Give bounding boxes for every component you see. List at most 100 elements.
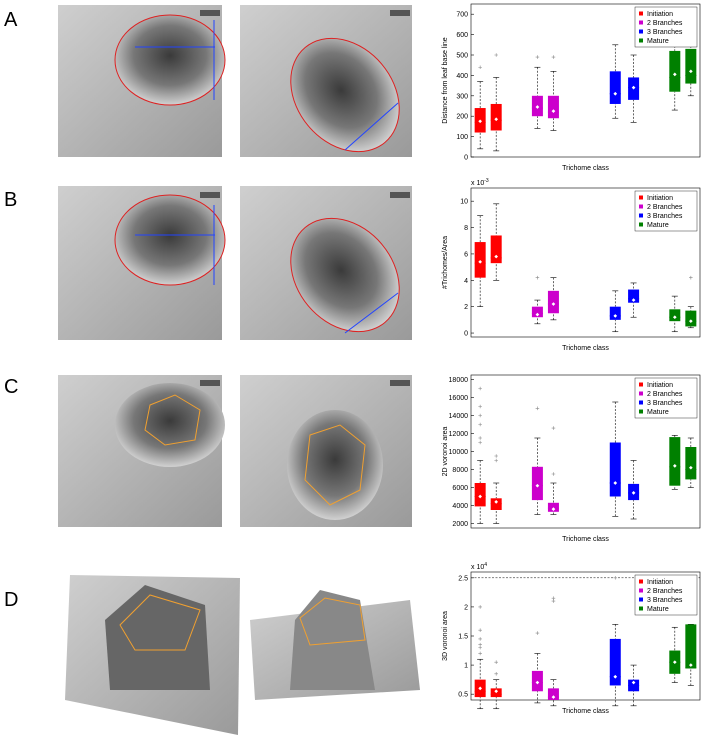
legend-swatch (639, 11, 643, 16)
outlier (551, 426, 556, 430)
legend-label: Mature (647, 409, 669, 416)
mean-marker (478, 686, 482, 691)
mean-marker (478, 260, 482, 264)
y-scale-base: x 10 (471, 180, 484, 187)
y-tick-label: 6 (464, 251, 468, 258)
mean-marker (689, 69, 693, 74)
mean-marker (672, 464, 677, 468)
outlier (535, 631, 540, 635)
voronoi (144, 394, 201, 446)
y-tick-label: 4000 (452, 503, 468, 510)
y-scale-exponent: 4 (484, 562, 487, 568)
y-tick-label: 300 (456, 93, 468, 100)
legend-label: Mature (647, 606, 669, 613)
leaf (290, 37, 400, 153)
y-tick-label: 1.5 (458, 634, 468, 641)
mean-marker (494, 254, 499, 259)
box (490, 235, 502, 264)
y-tick-label: 14000 (449, 413, 469, 420)
legend-swatch (639, 20, 643, 25)
box (669, 309, 681, 322)
outlier (689, 275, 693, 280)
y-axis-label: Distance from leaf base line (442, 37, 449, 123)
outlier (551, 472, 556, 476)
y-tick-label: 400 (456, 73, 468, 80)
outlier (478, 642, 482, 647)
legend-swatch (639, 195, 643, 200)
legend-swatch (639, 579, 643, 584)
legend-swatch (639, 382, 643, 387)
leaf (114, 14, 226, 106)
y-scale-exponent: -3 (484, 178, 489, 184)
mean-marker (551, 302, 556, 306)
legend-swatch (639, 222, 643, 227)
legend-label: 2 Branches (647, 391, 683, 398)
legend-swatch (639, 38, 643, 43)
legend-swatch (639, 597, 643, 602)
legend-swatch (639, 400, 643, 405)
legend-label: 3 Branches (647, 29, 683, 36)
outlier (478, 637, 482, 641)
y-tick-label: 16000 (449, 395, 469, 402)
legend-box (634, 6, 698, 48)
outlier (478, 628, 482, 632)
outlier (478, 605, 482, 609)
outlier (535, 275, 540, 280)
box (685, 447, 697, 480)
legend-label: Initiation (647, 11, 673, 18)
leaf (114, 194, 226, 286)
x-axis-label: Trichome class (562, 708, 609, 715)
x-axis-label: Trichome class (562, 536, 609, 543)
leaf (287, 410, 383, 520)
mean-marker (672, 315, 677, 320)
legend-box (634, 377, 698, 419)
outlier (494, 454, 498, 458)
outlier (494, 53, 498, 57)
panel-label: C (4, 376, 18, 398)
legend-label: 3 Branches (647, 400, 683, 407)
legend-label: 3 Branches (647, 213, 683, 220)
box (609, 71, 621, 104)
outlier (478, 386, 482, 391)
mean-marker (689, 465, 693, 470)
y-axis-label: 3D voronoi area (442, 611, 449, 661)
voronoi (119, 594, 201, 651)
legend-swatch (639, 213, 643, 218)
outlier (494, 672, 498, 676)
outlier (613, 576, 618, 580)
mean-marker (478, 494, 482, 499)
mean-marker (631, 298, 636, 302)
box (547, 688, 559, 700)
legend-label: Initiation (647, 382, 673, 389)
mean-marker (631, 680, 636, 685)
mean-marker (631, 85, 636, 90)
legend-label: Mature (647, 38, 669, 45)
y-scale-label: x 10-3 (471, 178, 489, 187)
outlier (535, 55, 540, 59)
legend-box (634, 574, 698, 616)
legend-label: Mature (647, 222, 669, 229)
scale-bar (200, 192, 220, 198)
y-scale-base: x 10 (471, 564, 484, 571)
y-tick-label: 0.5 (458, 692, 468, 699)
box (628, 289, 640, 303)
voronoi (304, 424, 366, 506)
leaf (115, 383, 225, 467)
box (685, 310, 697, 327)
box (609, 306, 621, 320)
outlier (478, 422, 482, 427)
box (547, 290, 559, 314)
y-tick-label: 12000 (449, 431, 469, 438)
box (474, 242, 486, 278)
y-tick-label: 100 (456, 134, 468, 141)
x-axis-label: Trichome class (562, 345, 609, 352)
y-tick-label: 500 (456, 53, 468, 60)
mean-marker (551, 507, 556, 511)
outlier (478, 413, 482, 418)
mean-marker (535, 483, 540, 488)
y-tick-label: 4 (464, 278, 468, 285)
legend-label: Initiation (647, 195, 673, 202)
axis-line (344, 102, 399, 151)
box (531, 306, 543, 318)
